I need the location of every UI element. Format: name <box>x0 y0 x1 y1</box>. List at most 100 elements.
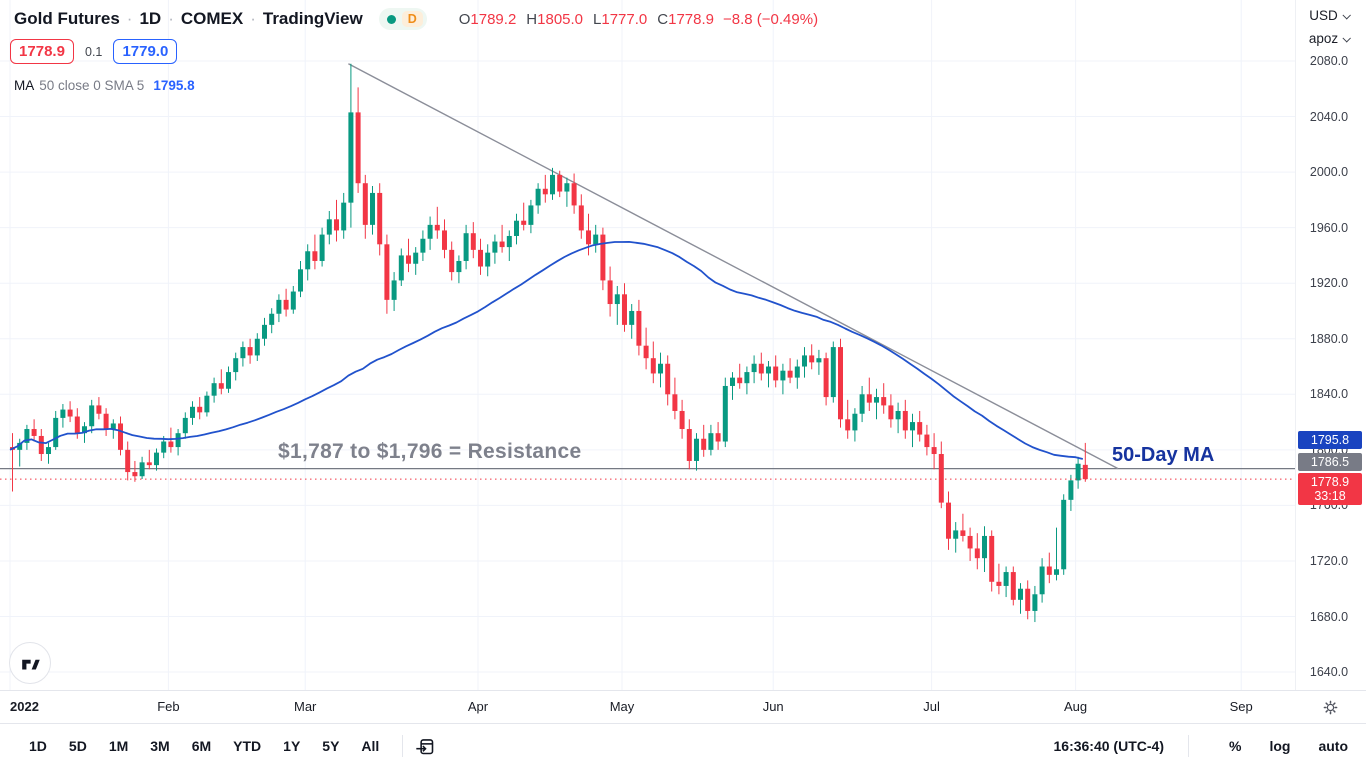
clock-display[interactable]: 16:36:40 (UTC-4) <box>1053 738 1164 754</box>
separator-dot: · <box>250 9 256 28</box>
candle-body <box>578 205 584 231</box>
range-button-1m[interactable]: 1M <box>108 738 129 754</box>
candle-body <box>586 230 591 245</box>
candlestick-canvas[interactable] <box>0 0 1295 690</box>
candle-body <box>773 366 779 381</box>
candle-body <box>953 530 959 539</box>
price-tick-label: 1680.0 <box>1309 609 1349 624</box>
interval-label[interactable]: 1D <box>139 9 162 28</box>
candle-body <box>1082 464 1088 480</box>
candle-body <box>593 234 599 245</box>
candle-body <box>146 462 152 466</box>
market-open-dot-icon <box>386 14 396 24</box>
scale-button-percent[interactable]: % <box>1228 738 1242 754</box>
candle-body <box>370 192 375 225</box>
range-button-3m[interactable]: 3M <box>150 738 170 754</box>
candle-body <box>514 220 519 236</box>
candle-body <box>74 416 80 434</box>
gear-icon[interactable] <box>1323 700 1338 715</box>
price-axis[interactable]: USD apoz 2080.0 2040.0 2000.0 1960.0 1920.0 1… <box>1295 0 1366 690</box>
candle-body <box>550 174 555 195</box>
candle-body <box>67 409 73 417</box>
candle-body <box>1010 572 1016 600</box>
resistance-price-label: 1786.5 <box>1298 453 1362 471</box>
price-chart[interactable] <box>0 0 1295 690</box>
range-button-all[interactable]: All <box>361 738 380 754</box>
candle-body <box>175 433 181 448</box>
candle-body <box>413 252 419 264</box>
ma-legend-params: 50 close 0 SMA 5 <box>39 78 145 93</box>
go-to-date-button[interactable] <box>415 736 436 757</box>
currency-selector[interactable]: USD <box>1296 8 1362 23</box>
candle-body <box>182 417 188 434</box>
time-tick-label: Sep <box>1229 699 1253 714</box>
scale-button-auto[interactable]: auto <box>1318 738 1348 754</box>
candle-body <box>499 241 505 248</box>
candle-body <box>866 394 872 403</box>
market-status-pill[interactable]: D <box>378 8 427 30</box>
candle-body <box>910 422 915 431</box>
exchange-label[interactable]: COMEX <box>180 9 244 28</box>
candle-body <box>456 260 462 273</box>
candle-body <box>82 426 87 434</box>
candle-body <box>766 366 771 374</box>
candle-body <box>643 345 649 359</box>
scale-button-log[interactable]: log <box>1269 738 1291 754</box>
candle-body <box>1046 566 1052 575</box>
time-tick-label: Feb <box>157 699 180 714</box>
provider-label[interactable]: TradingView <box>262 9 363 28</box>
range-button-ytd[interactable]: YTD <box>233 738 262 754</box>
candle-body <box>204 395 210 413</box>
candle-body <box>478 249 483 267</box>
candle-body <box>233 358 239 373</box>
resistance-annotation[interactable]: $1,787 to $1,796 = Resistance <box>278 440 582 463</box>
axis-settings-corner[interactable] <box>1295 690 1366 723</box>
candle-body <box>989 535 995 582</box>
candle-body <box>1018 588 1023 600</box>
ma-legend[interactable]: MA 50 close 0 SMA 5 1795.8 <box>14 78 195 93</box>
candle-body <box>1003 572 1009 586</box>
symbol-title[interactable]: Gold Futures <box>14 9 120 28</box>
tradingview-logo[interactable] <box>9 642 51 684</box>
sell-bid-button[interactable]: 1778.9 <box>10 39 74 64</box>
price-tick-label: 1920.0 <box>1309 276 1349 291</box>
ohlc-readout: O 1789.2 H 1805.0 L 1777.0 C 1778.9 −8.8 (−0… <box>449 11 818 28</box>
candle-body <box>406 255 411 264</box>
candle-body <box>197 406 203 413</box>
candle-body <box>1032 594 1038 611</box>
toolbar-divider <box>1187 735 1189 757</box>
range-button-5d[interactable]: 5D <box>68 738 87 754</box>
candle-body <box>694 438 699 461</box>
time-axis[interactable]: 2022 Feb Mar Apr May Jun Jul Aug Sep <box>0 690 1295 723</box>
range-button-6m[interactable]: 6M <box>191 738 212 754</box>
candle-body <box>722 385 728 442</box>
candle-body <box>917 422 923 435</box>
candle-body <box>751 363 757 373</box>
candle-body <box>780 370 786 381</box>
sma50-line[interactable] <box>9 241 1084 460</box>
candle-body <box>247 347 253 356</box>
candle-body <box>168 441 174 448</box>
low-value: 1777.0 <box>601 10 648 28</box>
unit-selector[interactable]: apoz <box>1296 31 1362 46</box>
candle-body <box>427 224 433 239</box>
buy-ask-button[interactable]: 1779.0 <box>113 39 178 64</box>
candle-body <box>845 419 851 431</box>
ma-annotation[interactable]: 50-Day MA <box>1112 444 1215 466</box>
candle-body <box>1025 588 1031 611</box>
close-key: C <box>657 10 669 28</box>
date-range-buttons: 1D 5D 1M 3M 6M YTD 1Y 5Y All <box>18 734 390 758</box>
separator-dot: · <box>126 9 133 28</box>
candle-body <box>701 438 707 450</box>
trendline[interactable] <box>348 63 1119 470</box>
candle-body <box>636 310 642 346</box>
candle-body <box>622 294 627 325</box>
range-button-1y[interactable]: 1Y <box>283 738 301 754</box>
candle-body <box>794 366 800 378</box>
candle-body <box>89 405 95 427</box>
candle-body <box>31 429 37 436</box>
range-button-5y[interactable]: 5Y <box>322 738 340 754</box>
candle-body <box>355 112 361 184</box>
range-button-1d[interactable]: 1D <box>29 738 47 754</box>
candle-body <box>110 423 116 430</box>
